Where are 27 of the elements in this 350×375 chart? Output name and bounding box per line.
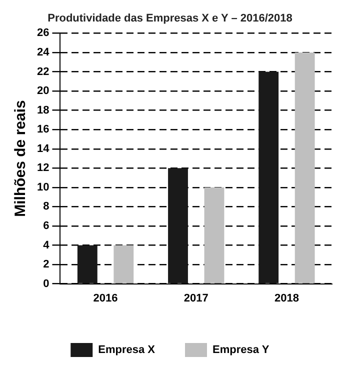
y-tick-label: 14 bbox=[36, 142, 50, 155]
y-tick-label: 12 bbox=[36, 162, 50, 174]
legend-label: Empresa X bbox=[98, 344, 156, 356]
bar bbox=[114, 245, 134, 284]
y-tick-label: 20 bbox=[36, 85, 50, 98]
bar bbox=[168, 168, 188, 284]
y-tick-label: 0 bbox=[43, 278, 50, 290]
bar bbox=[204, 187, 224, 284]
y-tick-label: 8 bbox=[43, 200, 50, 213]
y-tick-label: 6 bbox=[43, 220, 50, 232]
y-tick-label: 10 bbox=[36, 181, 50, 194]
bar bbox=[258, 72, 279, 284]
y-tick-label: 26 bbox=[36, 27, 50, 40]
bar bbox=[77, 245, 98, 284]
chart-title: Produtividade das Empresas X e Y – 2016/2018 bbox=[48, 12, 292, 25]
y-tick-label: 22 bbox=[36, 66, 50, 78]
y-tick-label: 24 bbox=[36, 46, 50, 59]
y-axis-title: Milhões de reais bbox=[12, 100, 30, 217]
x-tick-label: 2016 bbox=[93, 292, 118, 304]
bar bbox=[294, 52, 315, 284]
x-tick-label: 2018 bbox=[274, 292, 299, 304]
y-tick-label: 4 bbox=[43, 239, 50, 252]
x-tick-label: 2017 bbox=[184, 292, 208, 304]
y-tick-label: 18 bbox=[36, 104, 50, 116]
legend-label: Empresa Y bbox=[212, 344, 270, 356]
y-tick-label: 2 bbox=[43, 258, 50, 271]
y-tick-label: 16 bbox=[36, 124, 50, 136]
